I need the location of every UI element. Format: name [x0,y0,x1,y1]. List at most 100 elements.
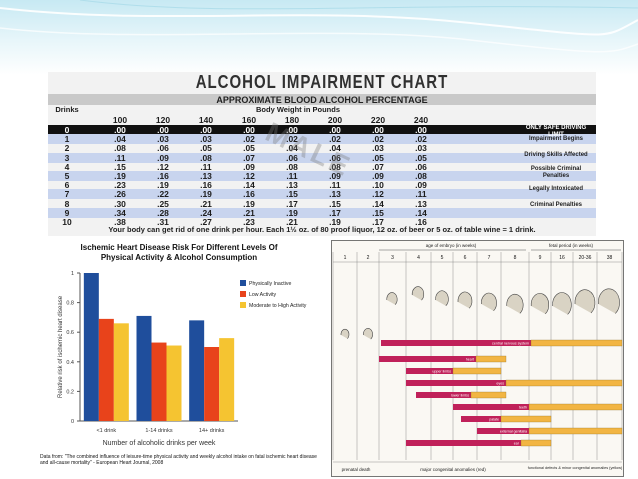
bar-label: central nervous system [492,342,529,346]
impairment-chart-subtitle: APPROXIMATE BLOOD ALCOHOL PERCENTAGE [216,95,428,105]
bac-cell: .00 [114,125,126,135]
bac-cell: .04 [286,143,298,154]
note-impairment: Impairment Begins [528,136,583,142]
heart-title-line2: Physical Activity & Alcohol Consumption [100,253,258,262]
bac-cell: .08 [114,143,126,154]
bac-cell: .03 [200,134,212,145]
bac-cell: .06 [329,152,341,163]
sensitive-period-bar [475,355,507,363]
bar [136,315,152,421]
bac-cell: .00 [200,125,212,135]
week-label: 38 [607,255,613,261]
embryo-illustration [530,293,550,315]
embryo-illustration [552,292,572,315]
bar [113,323,129,421]
embryo-illustration [411,286,425,301]
bac-cell: .21 [243,207,255,218]
week-label: 20-36 [579,255,592,261]
bac-cell: .11 [329,180,341,191]
note-safe-limit: ONLY SAFE DRIVING LIMIT [525,125,587,138]
fetal-period-label: fetal period (in weeks) [549,243,594,248]
bac-cell: .28 [157,207,169,218]
bar-label: heart [466,358,474,362]
bac-cell: .23 [114,180,126,191]
bac-cell: .02 [415,134,427,145]
embryo-illustration [435,290,449,306]
slide-header-band [0,0,638,75]
bac-cell: .11 [114,152,126,163]
bac-cell: .15 [372,207,384,218]
y-tick-label: 0 [71,419,74,425]
bac-row: 1 .04 .03 .03 .02 .02 .02 .02 .02 [48,134,596,145]
bar-label: eyes [496,382,504,386]
bac-cell: .17 [329,207,341,218]
bac-cell: .13 [329,189,341,200]
drinks-header: Drinks [55,105,79,114]
drinks-cell: 9 [64,207,70,218]
bac-cell: .02 [372,134,384,145]
bac-cell: .15 [329,198,341,209]
bar [204,347,220,421]
embryo-frame [331,240,624,477]
y-tick-label: 0.2 [66,389,74,395]
drinks-cell: 0 [64,125,70,135]
sensitive-period-bar [470,391,507,399]
y-axis-label: Relative risk of ischemic heart disease [58,295,64,398]
critical-period-bar [406,440,521,446]
bac-row: 6 .23 .19 .16 .14 .13 .11 .10 .09 [48,180,596,190]
bac-cell: .21 [200,198,212,209]
drinks-cell: 3 [64,152,70,163]
bac-cell: .09 [157,152,169,163]
bac-cell: .05 [243,143,255,154]
embryo-illustration [481,292,497,312]
drinks-cell: 6 [64,180,70,191]
bac-cell: .10 [372,180,384,191]
weight-header-row: Drinks Body Weight in Pounds [48,105,596,115]
embryo-illustration [340,328,350,339]
bac-cell: .13 [200,171,212,181]
week-label: 4 [417,255,420,261]
sensitive-period-bar [530,339,623,347]
bac-cell: .09 [329,171,341,181]
bac-cell: .05 [372,152,384,163]
bar [219,338,235,421]
critical-period-bar [461,416,501,422]
bac-row: 3 .11 .09 .08 .07 .06 .06 .05 .05 [48,152,596,163]
bac-cell: .17 [286,198,298,209]
bac-cell: .17 [372,217,384,227]
bac-cell: .19 [200,189,212,200]
bac-cell: .08 [329,161,341,172]
x-tick-label: <1 drink [96,428,116,434]
bac-cell: .07 [372,161,384,172]
bac-cell: .08 [286,161,298,172]
bar [151,342,167,421]
weight-column-header: 180 [284,115,300,125]
wave-decoration [0,0,638,53]
bac-cell: .02 [243,134,255,145]
bac-cell: .19 [286,207,298,218]
bac-cell: .04 [329,143,341,154]
bar-label: external genitalia [500,430,527,434]
bac-cell: .25 [157,198,169,209]
weight-column-header: 200 [327,115,343,125]
bac-cell: .05 [200,143,212,154]
bac-row: 7 .26 .22 .19 .16 .15 .13 .12 .11 [48,189,596,200]
embryo-illustration [506,293,524,314]
week-label: 8 [514,255,517,261]
bar [98,318,114,421]
drinks-cell: 1 [64,134,70,145]
legend-swatch [240,302,246,308]
bac-cell: .06 [157,143,169,154]
heart-chart-title: Ischemic Heart Disease Risk For Differen… [34,243,324,263]
sensitive-period-bar [528,403,623,411]
bac-row: 4 .15 .12 .11 .09 .08 .08 .07 .06 [48,162,596,172]
bac-cell: .24 [200,207,212,218]
critical-period-bar [453,404,529,410]
bac-cell: .00 [329,125,341,135]
week-label: 2 [367,255,370,261]
bac-cell: .16 [243,189,255,200]
impairment-chart-title: ALCOHOL IMPAIRMENT CHART [195,72,449,93]
note-criminal-penalties: Criminal Penalties [529,202,583,208]
weight-column-header: 100 [112,115,128,125]
